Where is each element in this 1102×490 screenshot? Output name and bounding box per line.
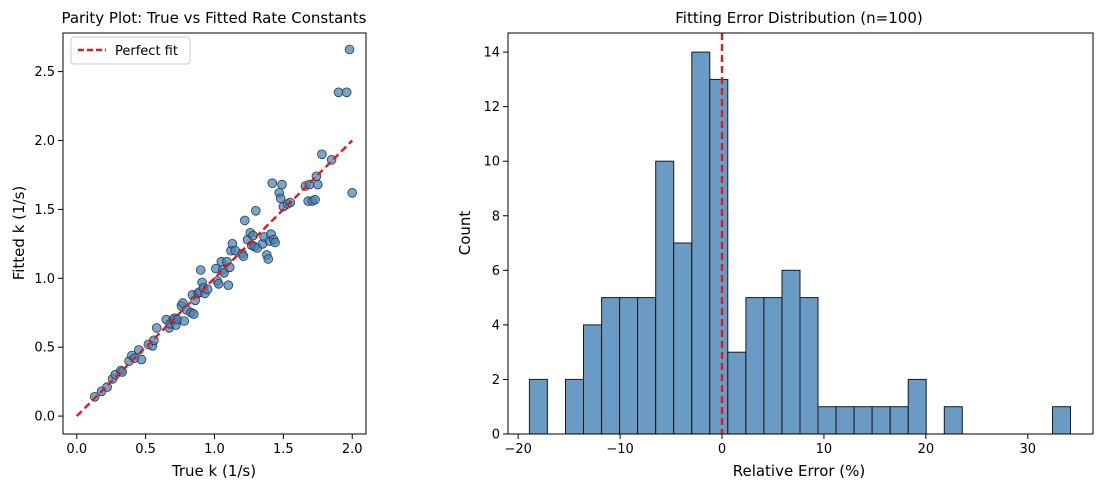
histogram-bar (583, 324, 602, 435)
scatter-point (179, 316, 190, 326)
parity-plot-y-label: Fitted k (1/s) (10, 186, 28, 281)
y-tick-label: 0.0 (34, 410, 55, 425)
parity-plot: Parity Plot: True vs Fitted Rate Constan… (10, 9, 367, 480)
y-tick-label: 8 (492, 209, 500, 224)
histogram-bar (889, 406, 909, 435)
histogram-bar (709, 78, 729, 435)
legend-box (70, 36, 191, 65)
scatter-point (277, 179, 287, 190)
histogram-bar (853, 406, 873, 435)
histogram-bar (871, 406, 891, 435)
parity-plot-x-label: True k (1/s) (171, 462, 256, 480)
y-tick-label: 2.0 (34, 134, 55, 149)
x-tick-label: 10 (816, 442, 833, 457)
scatter-point (317, 149, 327, 160)
histogram-bar (943, 406, 963, 435)
x-tick-label: 1.5 (273, 442, 294, 457)
histogram-y-label: Count (456, 211, 474, 256)
histogram-bar (745, 297, 765, 435)
histogram-bar (691, 51, 711, 435)
error-histogram: Fitting Error Distribution (n=100) −20 −1… (456, 9, 1094, 480)
parity-plot-legend: Perfect fit (70, 36, 191, 65)
scatter-point (263, 254, 274, 264)
histogram-bar (565, 378, 584, 435)
parity-plot-frame (62, 32, 367, 435)
x-tick-label: 0.5 (135, 442, 156, 457)
legend-perfect-fit-label: Perfect fit (115, 44, 178, 59)
y-tick-label: 6 (492, 264, 500, 279)
y-tick-label: 10 (483, 155, 500, 170)
histogram-bar (655, 160, 675, 435)
perfect-fit-line (75, 139, 354, 417)
x-tick-label: 0 (718, 442, 726, 457)
histogram-bar (817, 406, 837, 435)
x-tick-label: 0.0 (66, 442, 87, 457)
scatter-point (347, 188, 358, 198)
scatter-point (310, 194, 320, 205)
x-tick-label: 20 (918, 442, 935, 457)
histogram-bar (835, 406, 855, 435)
y-tick-label: 1.0 (34, 272, 55, 287)
histogram-x-label: Relative Error (%) (733, 462, 866, 480)
histogram-marks (528, 33, 1071, 435)
y-tick-label: 14 (483, 46, 500, 61)
parity-plot-x-ticks: 0.0 0.5 1.0 1.5 2.0 (66, 434, 363, 457)
scatter-point (240, 215, 250, 226)
scatter-point (238, 251, 249, 262)
histogram-bar (763, 297, 783, 435)
histogram-bar (528, 378, 548, 435)
parity-plot-marks (75, 44, 358, 417)
x-tick-label: 1.0 (204, 442, 225, 457)
scatter-point (341, 87, 352, 98)
scatter-point (251, 206, 261, 216)
histogram-bar (907, 378, 927, 435)
scatter-point (333, 87, 344, 98)
scatter-point (189, 309, 199, 319)
y-tick-label: 1.5 (34, 203, 55, 218)
scatter-point (195, 265, 206, 275)
y-tick-label: 2.5 (34, 65, 55, 80)
y-tick-label: 0.5 (34, 341, 55, 356)
histogram-y-ticks: 0 2 4 6 8 10 12 14 (483, 46, 508, 443)
x-tick-label: 2.0 (342, 442, 363, 457)
scatter-point (344, 44, 355, 55)
scatter-point (136, 354, 147, 365)
scatter-point (213, 278, 224, 289)
y-tick-label: 4 (492, 318, 500, 333)
histogram-title: Fitting Error Distribution (n=100) (675, 9, 922, 27)
y-tick-label: 12 (483, 100, 500, 115)
parity-plot-y-ticks: 0.0 0.5 1.0 1.5 2.0 2.5 (34, 65, 63, 425)
scatter-point (312, 179, 323, 190)
scatter-point (151, 323, 162, 333)
y-tick-label: 2 (492, 373, 500, 388)
scatter-point (270, 237, 280, 248)
scatter-point (223, 280, 234, 291)
scatter-point (178, 298, 188, 308)
parity-plot-title: Parity Plot: True vs Fitted Rate Constan… (61, 9, 366, 27)
histogram-bar (781, 269, 801, 435)
scatter-point (267, 178, 278, 189)
y-tick-label: 0 (492, 428, 500, 443)
histogram-bar (637, 297, 657, 435)
histogram-bar (619, 297, 639, 435)
histogram-bar (673, 242, 693, 435)
histogram-bar (601, 297, 621, 435)
histogram-frame (507, 32, 1094, 435)
x-tick-label: −10 (606, 442, 633, 457)
x-tick-label: 30 (1020, 442, 1037, 457)
histogram-x-ticks: −20 −10 0 10 20 30 (504, 434, 1036, 457)
histogram-bar (799, 297, 819, 435)
x-tick-label: −20 (504, 442, 531, 457)
histogram-bar (1052, 406, 1071, 435)
histogram-bar (727, 351, 747, 435)
